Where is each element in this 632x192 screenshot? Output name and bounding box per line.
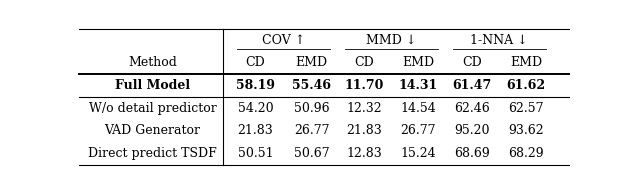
Text: EMD: EMD (296, 56, 328, 70)
Text: 68.29: 68.29 (508, 147, 544, 160)
Text: CD: CD (354, 56, 374, 70)
Text: 1-NNA ↓: 1-NNA ↓ (470, 34, 528, 47)
Text: 50.96: 50.96 (294, 102, 329, 115)
Text: EMD: EMD (403, 56, 434, 70)
Text: Direct predict TSDF: Direct predict TSDF (88, 147, 217, 160)
Text: 14.54: 14.54 (401, 102, 436, 115)
Text: Full Model: Full Model (115, 79, 190, 92)
Text: 14.31: 14.31 (399, 79, 438, 92)
Text: 68.69: 68.69 (454, 147, 490, 160)
Text: Method: Method (128, 56, 177, 70)
Text: 58.19: 58.19 (236, 79, 275, 92)
Text: 26.77: 26.77 (401, 124, 436, 137)
Text: 12.83: 12.83 (346, 147, 382, 160)
Text: 21.83: 21.83 (238, 124, 273, 137)
Text: 15.24: 15.24 (401, 147, 436, 160)
Text: 93.62: 93.62 (508, 124, 544, 137)
Text: 54.20: 54.20 (238, 102, 273, 115)
Text: 62.57: 62.57 (508, 102, 544, 115)
Text: CD: CD (245, 56, 265, 70)
Text: EMD: EMD (510, 56, 542, 70)
Text: 26.77: 26.77 (294, 124, 329, 137)
Text: 61.62: 61.62 (507, 79, 546, 92)
Text: 61.47: 61.47 (453, 79, 492, 92)
Text: 11.70: 11.70 (344, 79, 384, 92)
Text: VAD Generator: VAD Generator (104, 124, 200, 137)
Text: 55.46: 55.46 (292, 79, 331, 92)
Text: CD: CD (463, 56, 482, 70)
Text: 21.83: 21.83 (346, 124, 382, 137)
Text: 12.32: 12.32 (346, 102, 382, 115)
Text: COV ↑: COV ↑ (262, 34, 305, 47)
Text: W/o detail predictor: W/o detail predictor (88, 102, 216, 115)
Text: MMD ↓: MMD ↓ (366, 34, 416, 47)
Text: 50.67: 50.67 (294, 147, 329, 160)
Text: 62.46: 62.46 (454, 102, 490, 115)
Text: 50.51: 50.51 (238, 147, 273, 160)
Text: 95.20: 95.20 (454, 124, 490, 137)
